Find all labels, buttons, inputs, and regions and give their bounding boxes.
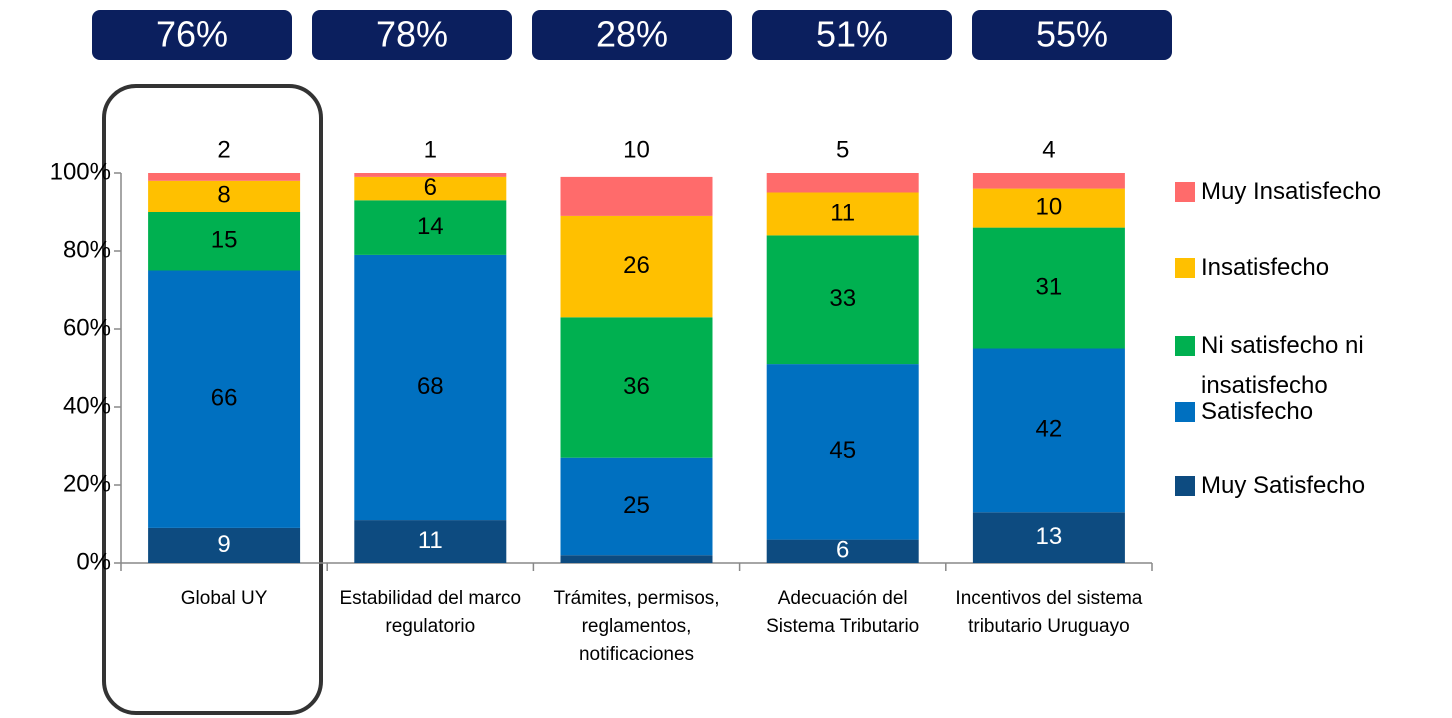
data-label: 11 bbox=[418, 527, 443, 554]
x-tick-label: Global UY bbox=[180, 588, 268, 609]
bar-segment bbox=[766, 192, 919, 236]
bar-segment bbox=[560, 176, 713, 216]
total-box bbox=[972, 10, 1172, 60]
bar-segment bbox=[148, 527, 301, 563]
bar-segment bbox=[972, 227, 1125, 349]
legend-swatch bbox=[1175, 336, 1195, 356]
y-tick-label: 80% bbox=[63, 236, 111, 263]
data-label: 10 bbox=[1036, 193, 1063, 220]
x-tick-label: Estabilidad del marco regulatorio bbox=[339, 588, 522, 637]
total-box bbox=[532, 10, 732, 60]
bar-segment bbox=[354, 200, 507, 255]
data-label: 1 bbox=[424, 136, 437, 163]
y-tick-label: 40% bbox=[63, 392, 111, 419]
bar-segment bbox=[354, 176, 507, 201]
data-label: 8 bbox=[217, 182, 230, 209]
legend-swatch bbox=[1175, 476, 1195, 496]
data-label: 6 bbox=[836, 537, 849, 564]
bar-segment bbox=[766, 235, 919, 365]
data-label: 31 bbox=[1036, 273, 1063, 300]
data-label: 66 bbox=[211, 385, 238, 412]
total-label: 76% bbox=[156, 14, 228, 55]
highlight-frame bbox=[102, 84, 323, 715]
y-tick-label: 20% bbox=[63, 470, 111, 497]
legend-swatch bbox=[1175, 182, 1195, 202]
bar-segment bbox=[560, 555, 713, 563]
total-label: 28% bbox=[596, 14, 668, 55]
total-box bbox=[92, 10, 292, 60]
data-label: 10 bbox=[623, 136, 650, 163]
data-label: 42 bbox=[1036, 416, 1063, 443]
bar-segment bbox=[972, 188, 1125, 228]
bar-segment bbox=[148, 180, 301, 212]
bar-segment bbox=[354, 173, 507, 177]
bar-segment bbox=[560, 317, 713, 458]
legend-label: Muy Insatisfecho bbox=[1201, 178, 1382, 205]
data-label: 26 bbox=[623, 252, 650, 279]
legend-label: Ni satisfecho ni insatisfecho bbox=[1201, 332, 1364, 399]
y-tick-label: 100% bbox=[50, 158, 111, 185]
data-label: 14 bbox=[417, 213, 444, 240]
legend-swatch bbox=[1175, 402, 1195, 422]
bar-segment bbox=[972, 348, 1125, 513]
data-label: 15 bbox=[211, 227, 238, 254]
bar-segment bbox=[354, 520, 507, 563]
bar-segment bbox=[148, 270, 301, 528]
bar-segment bbox=[972, 173, 1125, 189]
data-label: 68 bbox=[417, 373, 444, 400]
bar-segment bbox=[766, 539, 919, 563]
data-label: 45 bbox=[829, 437, 856, 464]
bar-segment bbox=[148, 212, 301, 271]
x-tick-label: Trámites, permisos, reglamentos, notific… bbox=[553, 588, 720, 665]
x-tick-label: Incentivos del sistema tributario Urugua… bbox=[955, 588, 1143, 637]
data-label: 5 bbox=[836, 136, 849, 163]
bar-segment bbox=[148, 173, 301, 181]
bar-segment bbox=[972, 512, 1125, 563]
total-box bbox=[312, 10, 512, 60]
total-label: 78% bbox=[376, 14, 448, 55]
data-label: 25 bbox=[623, 492, 650, 519]
total-label: 51% bbox=[816, 14, 888, 55]
y-tick-label: 60% bbox=[63, 314, 111, 341]
legend-swatch bbox=[1175, 258, 1195, 278]
total-label: 55% bbox=[1036, 14, 1108, 55]
bar-segment bbox=[354, 254, 507, 521]
x-tick-label: Adecuación del Sistema Tributario bbox=[766, 588, 920, 637]
total-box bbox=[752, 10, 952, 60]
data-label: 6 bbox=[424, 174, 437, 201]
data-label: 9 bbox=[217, 531, 230, 558]
bar-segment bbox=[766, 364, 919, 540]
data-label: 13 bbox=[1036, 523, 1063, 550]
bar-segment bbox=[560, 215, 713, 318]
data-label: 4 bbox=[1042, 136, 1055, 163]
y-tick-label: 0% bbox=[76, 548, 111, 575]
data-label: 11 bbox=[830, 199, 855, 226]
data-label: 2 bbox=[217, 136, 230, 163]
bar-segment bbox=[560, 457, 713, 556]
data-label: 36 bbox=[623, 373, 650, 400]
legend-label: Muy Satisfecho bbox=[1201, 472, 1366, 499]
legend-label: Satisfecho bbox=[1201, 398, 1314, 425]
legend-label: Insatisfecho bbox=[1201, 254, 1330, 281]
bar-segment bbox=[766, 173, 919, 193]
data-label: 33 bbox=[829, 285, 856, 312]
